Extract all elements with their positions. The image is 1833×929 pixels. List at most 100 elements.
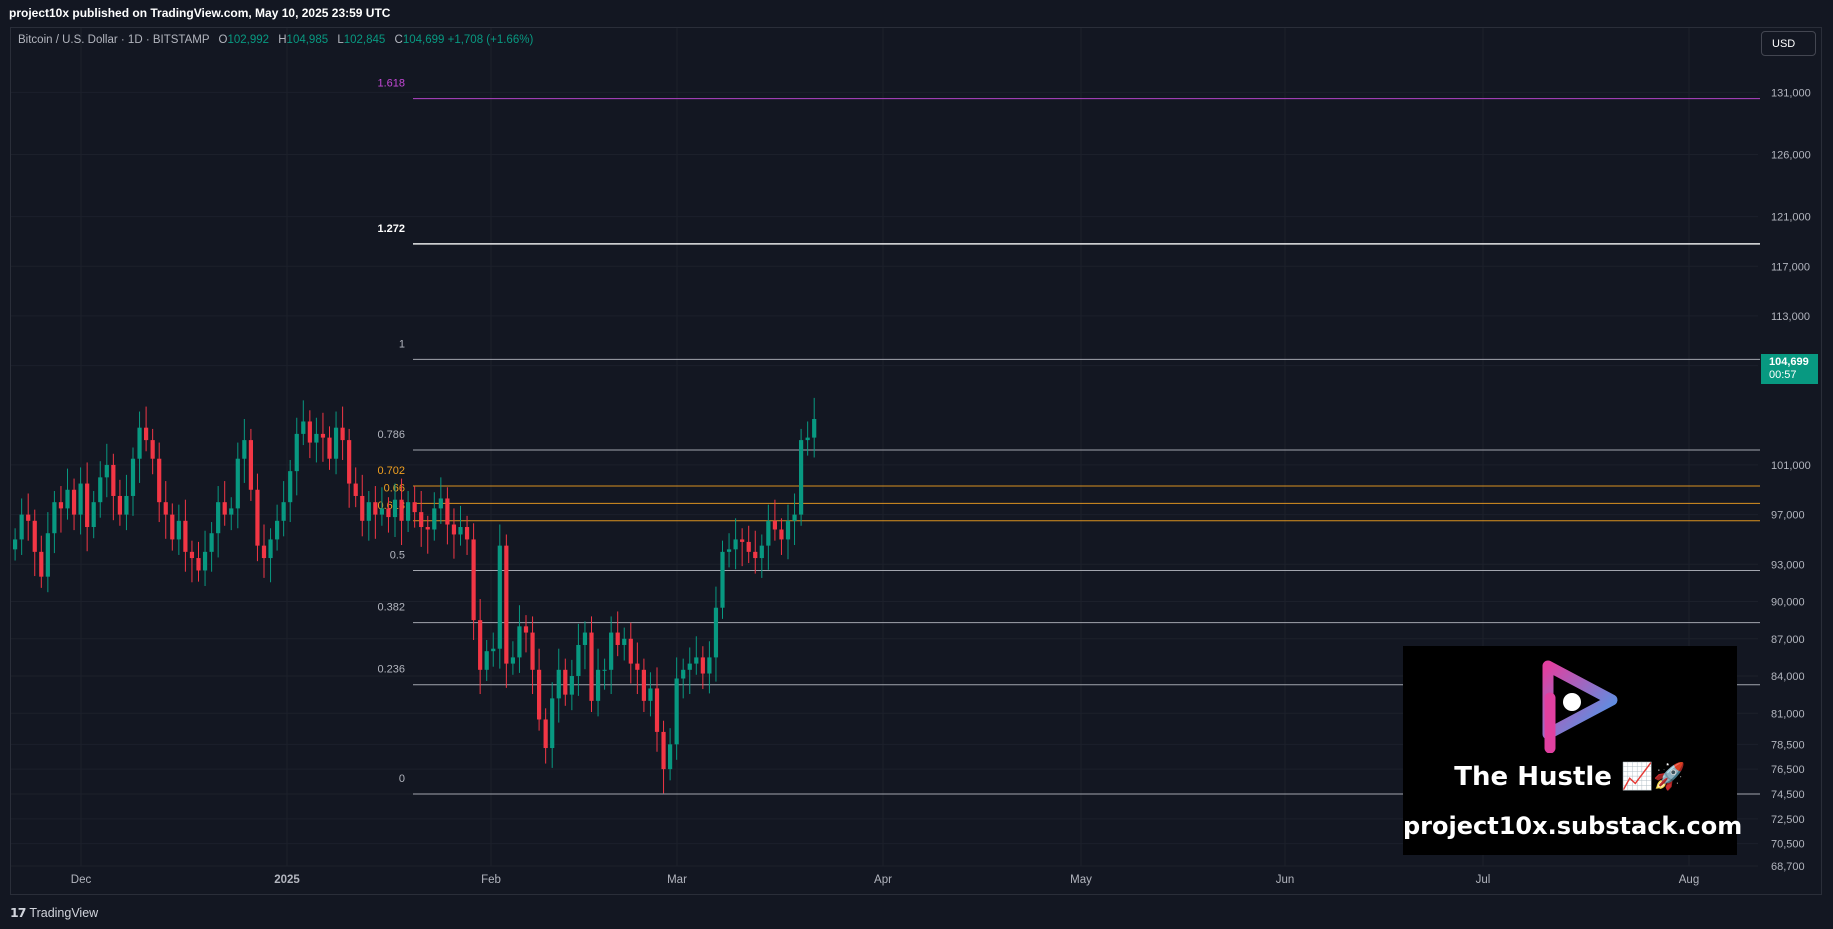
candle-body: [314, 433, 319, 443]
candle: [523, 615, 529, 653]
time-tick-label: Apr: [874, 874, 892, 886]
price-tick-label: 93,000: [1771, 559, 1805, 571]
candle-body: [556, 669, 561, 699]
candle-body: [170, 514, 175, 540]
candle: [720, 540, 725, 619]
time-tick-label: Jun: [1276, 874, 1295, 886]
symbol-legend[interactable]: Bitcoin / U.S. Dollar · 1D · BITSTAMP O1…: [18, 34, 533, 46]
candle: [111, 453, 116, 521]
candle: [543, 708, 548, 764]
candle: [288, 459, 293, 523]
candle-body: [445, 498, 450, 525]
candle-body: [504, 545, 509, 664]
candle-body: [202, 551, 208, 571]
footer-brand[interactable]: TradingView: [29, 906, 99, 920]
candle: [563, 658, 568, 706]
candle: [694, 636, 699, 675]
candle-body: [713, 607, 719, 658]
candle: [333, 411, 339, 475]
fib-label: 1.618: [377, 78, 405, 90]
candle-body: [366, 502, 371, 521]
time-tick-label: Mar: [667, 874, 687, 886]
time-tick-label: 2025: [274, 874, 300, 886]
candle-body: [622, 638, 627, 645]
time-tick-label: May: [1070, 874, 1092, 886]
fib-label: 0: [399, 773, 405, 785]
candle: [176, 504, 181, 555]
candle-body: [183, 520, 188, 552]
price-tick-label: 74,500: [1771, 789, 1805, 801]
candle: [52, 491, 57, 554]
candle: [746, 525, 751, 564]
play-logo-icon: [1542, 660, 1618, 753]
symbol-name: Bitcoin / U.S. Dollar · 1D · BITSTAMP: [18, 34, 210, 46]
fib-label: 0.702: [377, 465, 405, 477]
candle-body: [45, 533, 50, 577]
candle-body: [569, 676, 574, 695]
publisher-header: project10x published on TradingView.com,…: [0, 0, 1833, 27]
candle-body: [379, 508, 384, 515]
candle-body: [491, 648, 496, 652]
candle: [759, 534, 764, 578]
candle-body: [392, 499, 398, 518]
candle-body: [661, 731, 666, 770]
candle-body: [674, 678, 679, 745]
candle: [98, 461, 103, 518]
candle: [602, 658, 607, 690]
close-value: 104,699: [402, 34, 445, 46]
candle: [189, 540, 195, 583]
candle-body: [144, 427, 149, 441]
price-tick-label: 101,000: [1771, 460, 1811, 472]
candle-body: [216, 502, 221, 534]
candle-body: [281, 502, 286, 521]
candle-body: [733, 539, 738, 550]
fib-label: 0.5: [390, 549, 405, 561]
candle-body: [602, 669, 607, 671]
bar-countdown: 00:57: [1769, 369, 1797, 381]
candle-body: [19, 514, 24, 540]
candle-body: [537, 669, 542, 720]
candle-body: [386, 508, 391, 518]
candle: [615, 611, 620, 657]
candle: [242, 418, 247, 483]
candle: [556, 648, 561, 723]
candle: [478, 599, 483, 695]
candle-body: [812, 418, 817, 438]
candle: [301, 400, 306, 446]
candle-body: [26, 514, 31, 521]
candle: [327, 426, 332, 470]
candle-body: [720, 551, 725, 608]
candle: [458, 505, 463, 546]
candle-body: [98, 477, 103, 503]
candle: [785, 504, 791, 560]
candle-body: [209, 533, 214, 552]
candle: [26, 493, 31, 541]
candle-body: [615, 632, 620, 645]
candle-body: [320, 433, 326, 438]
candle-body: [779, 529, 784, 540]
currency-button[interactable]: USD: [1761, 31, 1816, 56]
fib-label: 0.66: [384, 482, 405, 494]
fib-label: 1.272: [377, 223, 405, 235]
candle: [753, 530, 758, 574]
candle: [386, 497, 391, 533]
candle-body: [52, 502, 57, 534]
candle-body: [163, 502, 168, 515]
candle-body: [117, 495, 122, 515]
candle-body: [130, 458, 136, 496]
candle-body: [91, 502, 96, 528]
candle: [491, 632, 496, 667]
candle: [157, 442, 162, 523]
candle-body: [340, 427, 345, 441]
candle-body: [582, 632, 588, 645]
candle: [779, 518, 784, 555]
candle-body: [327, 437, 332, 459]
high-label: H: [278, 34, 287, 46]
candle: [451, 508, 457, 559]
candle-body: [360, 495, 365, 521]
candle: [202, 530, 208, 586]
candle: [222, 481, 227, 526]
candle: [517, 605, 522, 673]
close-label: C: [394, 34, 403, 46]
candle: [91, 491, 96, 539]
